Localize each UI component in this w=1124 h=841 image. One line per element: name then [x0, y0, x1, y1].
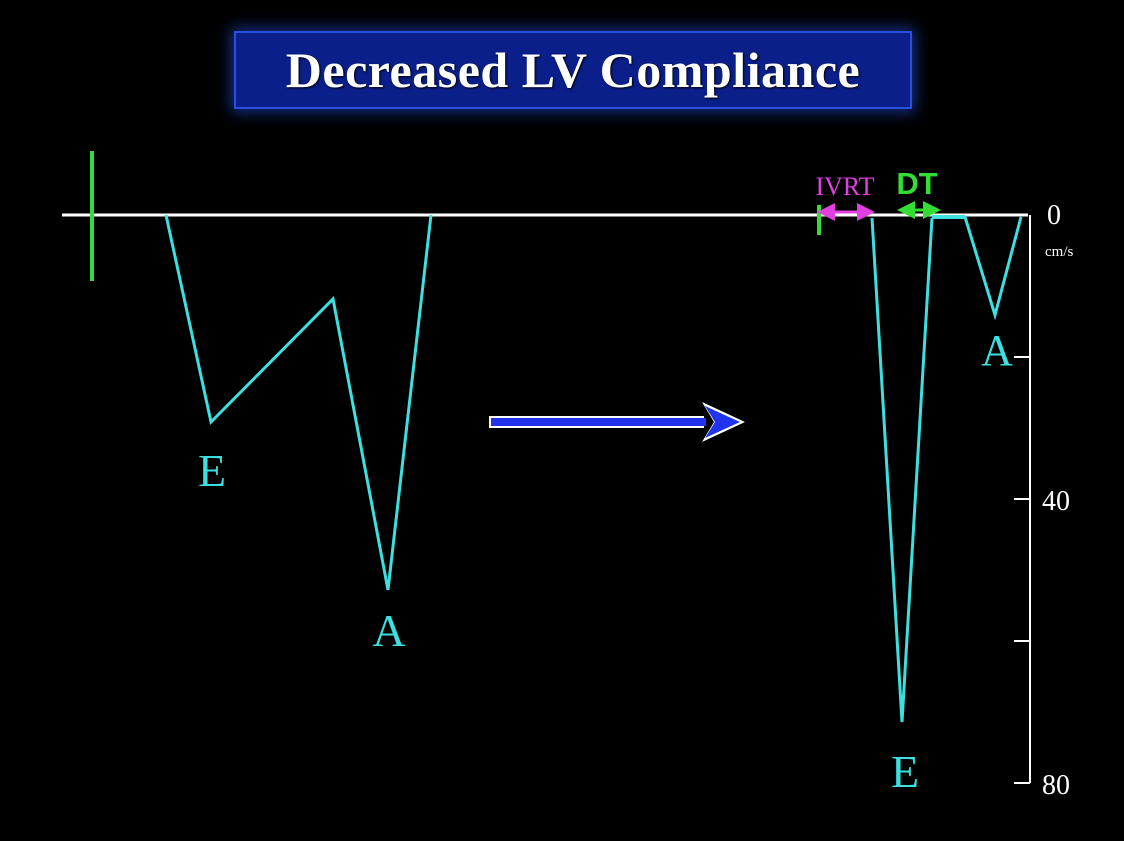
right-arrow-icon	[489, 402, 745, 442]
right-e-label: E	[891, 746, 919, 797]
right-waveform-a	[963, 216, 1023, 321]
left-a-label: A	[372, 605, 405, 656]
title-banner: Decreased LV Compliance	[234, 31, 912, 109]
axis-tick-label-40: 40	[1042, 486, 1070, 517]
right-a-label: A	[981, 326, 1013, 375]
axis-unit-label: cm/s	[1045, 244, 1073, 260]
right-waveform-e	[870, 217, 934, 723]
dt-label: DT	[896, 166, 937, 201]
page-title: Decreased LV Compliance	[285, 42, 861, 98]
axis-ticks: 0 40 80	[1014, 200, 1070, 801]
axis-tick-label-0: 0	[1047, 200, 1061, 231]
left-waveform	[164, 214, 433, 591]
ivrt-label: IVRT	[815, 172, 874, 201]
axis-tick-label-80: 80	[1042, 770, 1070, 801]
left-e-label: E	[198, 445, 226, 496]
